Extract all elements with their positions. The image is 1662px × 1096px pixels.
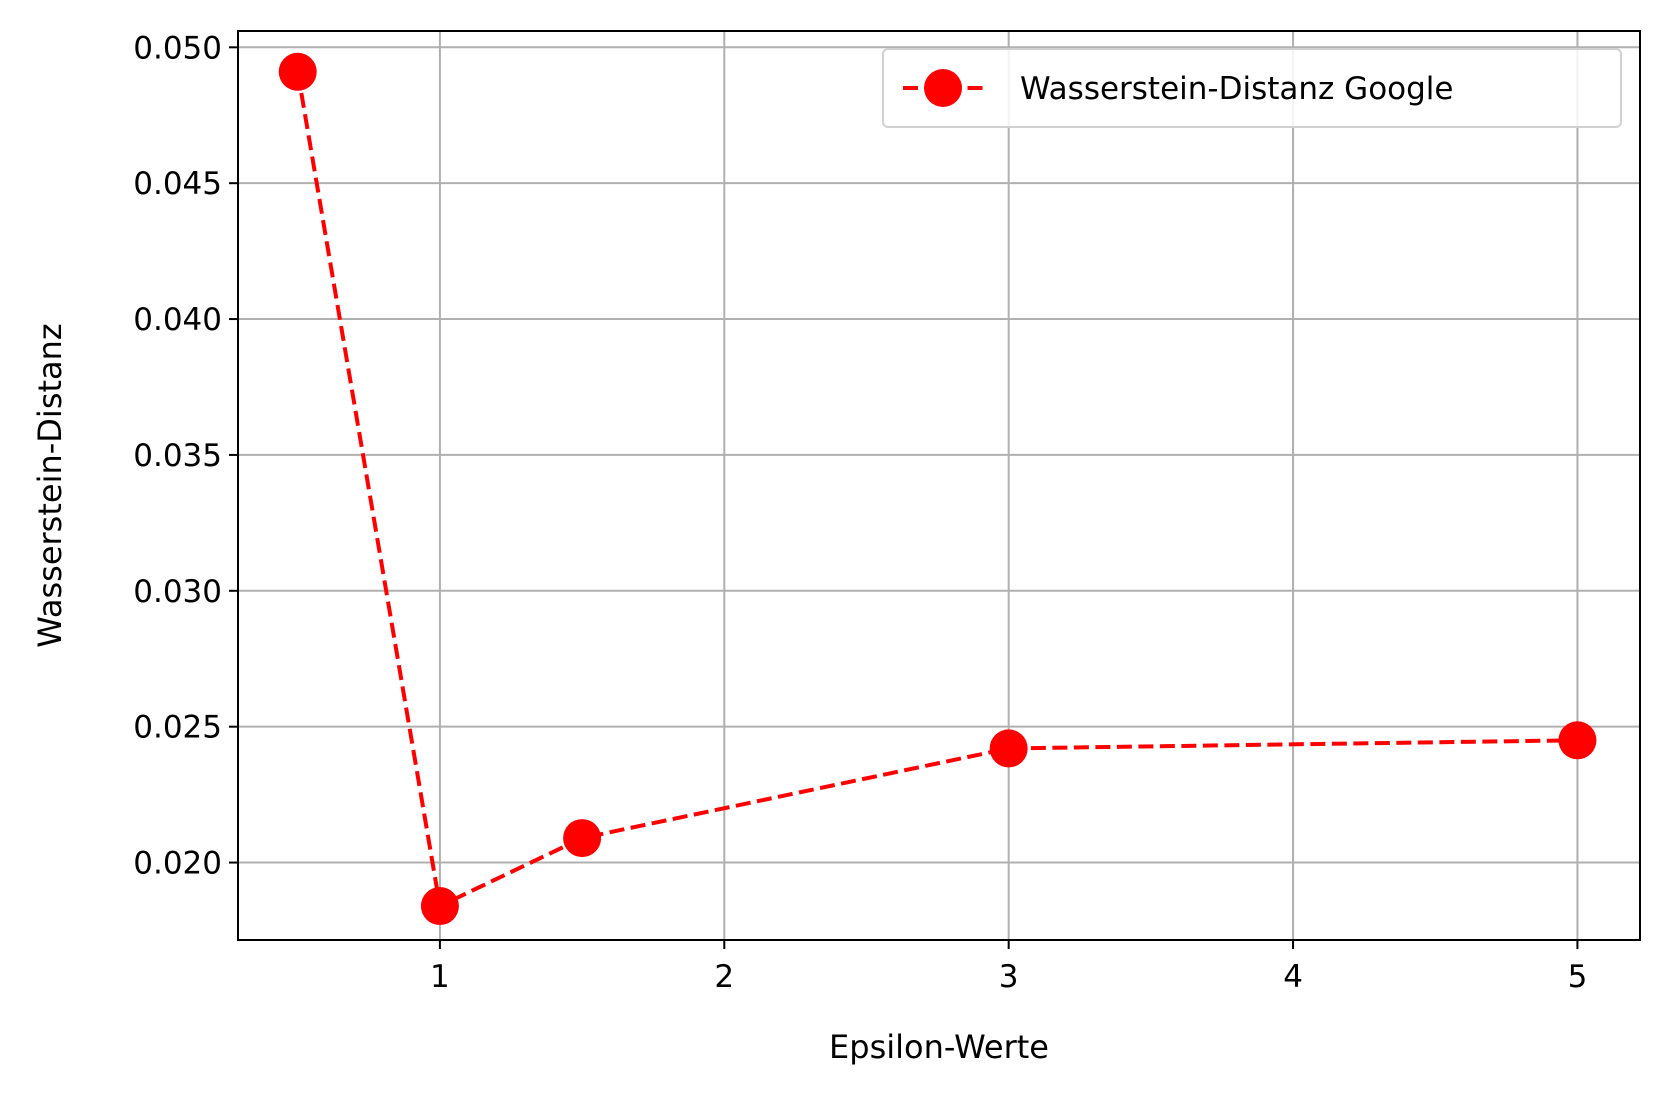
y-tick-label: 0.045: [133, 166, 222, 202]
x-tick-label: 3: [999, 959, 1019, 995]
data-point: [989, 729, 1028, 768]
y-tick-label: 0.030: [133, 574, 222, 610]
legend-marker: [924, 69, 962, 107]
axis-ticks: 1 2 3 4 5 0.020 0.025 0.030 0.035 0.040 0.045 0.050: [133, 30, 1587, 995]
y-tick-label: 0.025: [133, 710, 222, 746]
data-point: [563, 819, 602, 858]
data-point: [1558, 721, 1597, 760]
x-tick-label: 1: [430, 959, 450, 995]
data-point: [420, 887, 459, 926]
x-tick-label: 5: [1568, 959, 1588, 995]
y-tick-label: 0.050: [133, 30, 222, 66]
y-tick-label: 0.035: [133, 438, 222, 474]
series-layer: [278, 52, 1597, 926]
data-point: [278, 52, 317, 91]
legend-entry-label: Wasserstein-Distanz Google: [1020, 71, 1454, 107]
x-axis-label: Epsilon-Werte: [829, 1028, 1049, 1066]
y-tick-label: 0.040: [133, 302, 222, 338]
y-axis-label: Wasserstein-Distanz: [31, 323, 69, 647]
legend: Wasserstein-Distanz Google: [882, 48, 1622, 128]
x-tick-label: 4: [1283, 959, 1303, 995]
plot-frame: [237, 30, 1641, 941]
y-tick-label: 0.020: [133, 846, 222, 882]
legend-box: [882, 48, 1622, 128]
x-tick-label: 2: [714, 959, 734, 995]
grid-lines: [238, 31, 1640, 940]
